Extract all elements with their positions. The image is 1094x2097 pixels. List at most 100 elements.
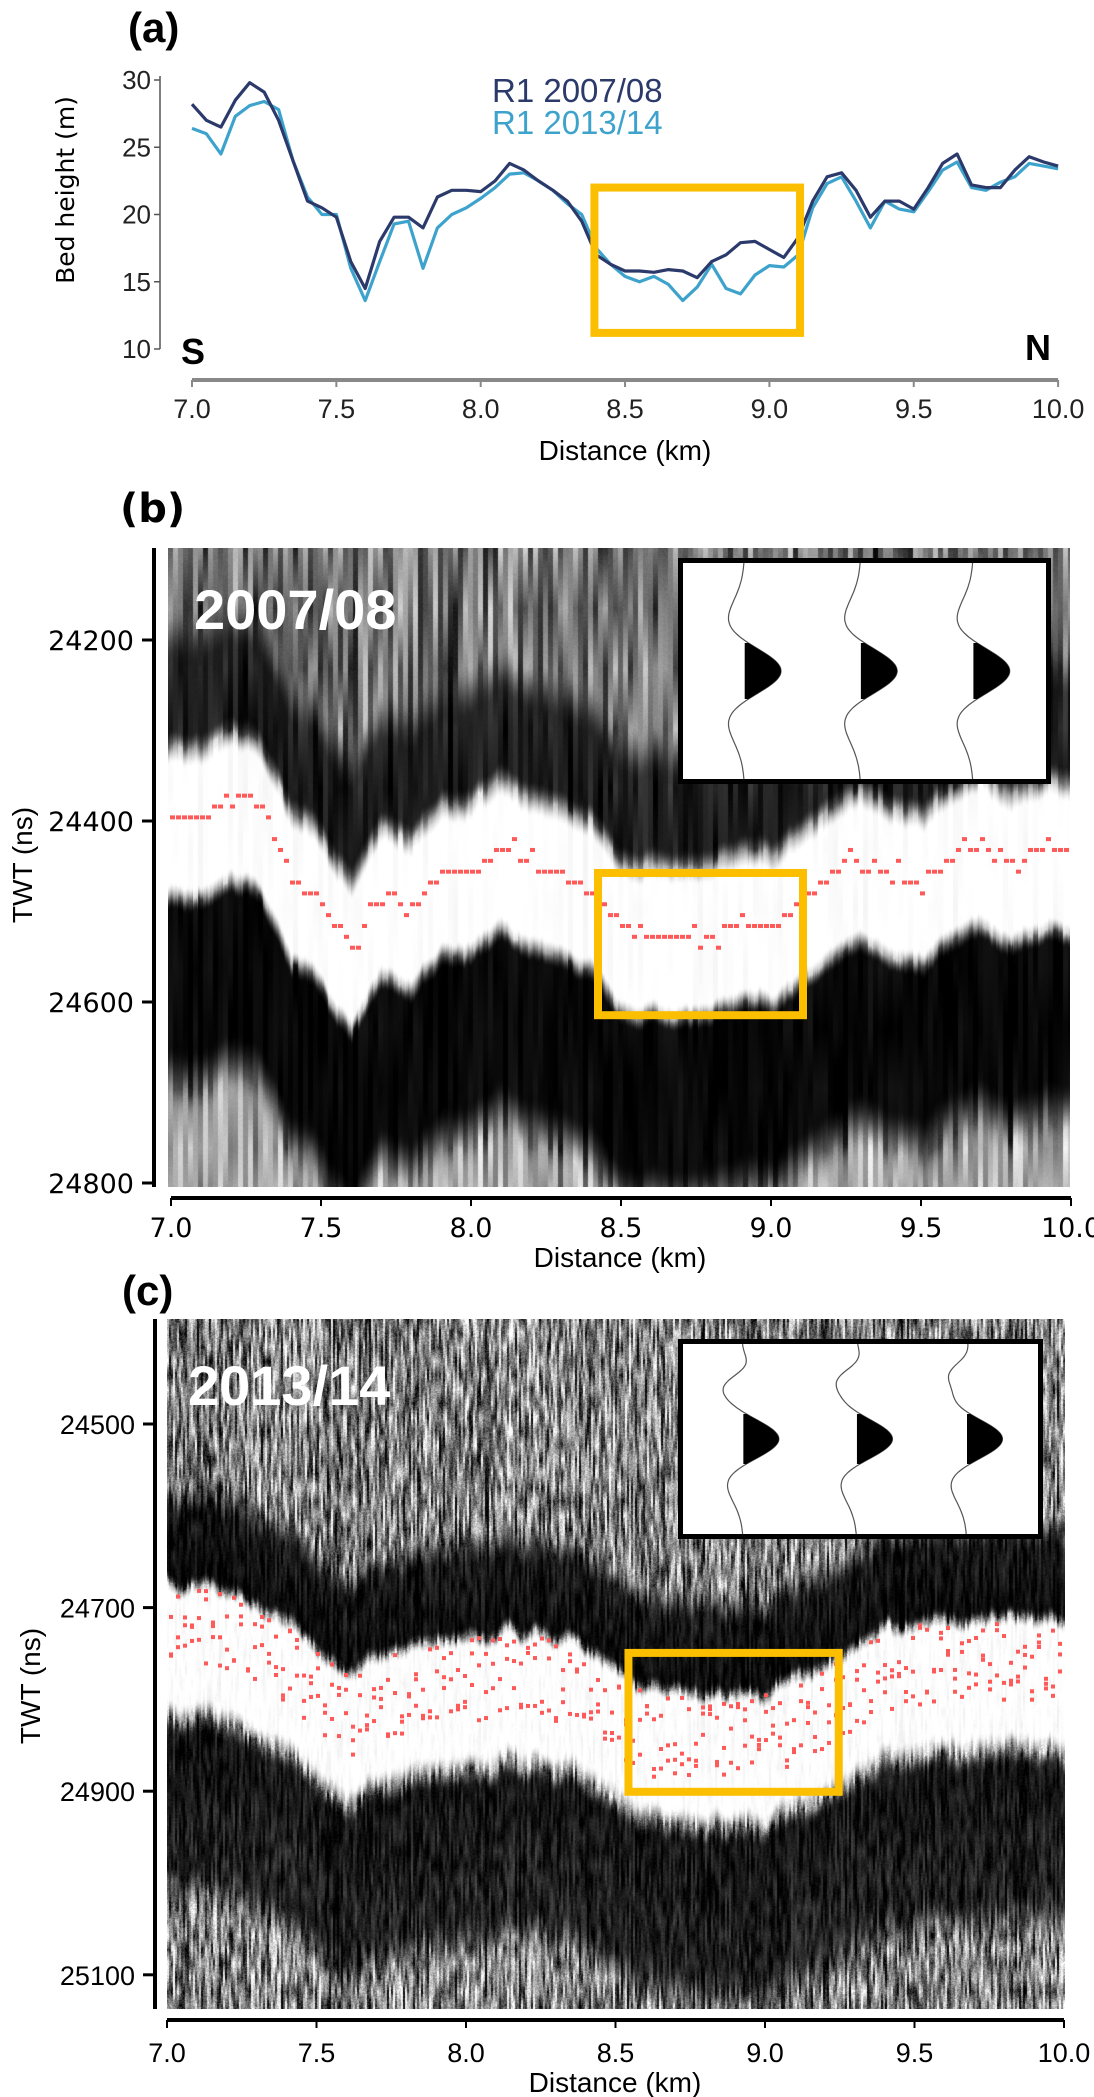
pick-marker xyxy=(350,945,355,950)
pick-marker xyxy=(267,1660,271,1665)
pick-marker xyxy=(827,1720,831,1725)
pick-marker xyxy=(236,793,241,798)
pick-marker xyxy=(428,1647,432,1652)
pick-marker xyxy=(590,891,595,896)
pick-marker xyxy=(968,847,973,852)
pick-marker xyxy=(974,847,979,852)
y-tick-label-c: 24500 xyxy=(60,1410,135,1440)
pick-marker xyxy=(1037,1633,1041,1638)
pick-marker xyxy=(421,1716,425,1721)
pick-marker xyxy=(488,858,493,863)
pick-marker xyxy=(1028,847,1033,852)
pick-marker xyxy=(267,1651,271,1656)
pick-marker xyxy=(1051,1684,1055,1689)
pick-marker xyxy=(218,1663,222,1668)
pick-marker xyxy=(662,934,667,939)
pick-marker xyxy=(757,1737,761,1742)
pick-marker xyxy=(820,1747,824,1752)
pick-marker xyxy=(197,1616,201,1621)
pick-marker xyxy=(435,1715,439,1720)
pick-marker xyxy=(260,1643,264,1648)
pick-marker xyxy=(869,1710,873,1715)
pick-marker xyxy=(584,891,589,896)
pick-marker xyxy=(614,913,619,918)
waveform-positive-lobe xyxy=(967,1414,1003,1464)
pick-marker xyxy=(771,1723,775,1728)
pick-marker xyxy=(542,869,547,874)
pick-marker xyxy=(239,1622,243,1627)
pick-marker xyxy=(1022,858,1027,863)
pick-marker xyxy=(1058,1669,1062,1674)
pick-marker xyxy=(526,1650,530,1655)
pick-marker xyxy=(967,1685,971,1690)
pick-marker xyxy=(561,1687,565,1692)
pick-marker xyxy=(400,1731,404,1736)
pick-marker xyxy=(953,1667,957,1672)
panel-c-plot: 24500 24700 24900 25100 7.0 7.5 8.0 8.5 9.0 9.5 10… xyxy=(60,1319,1090,2068)
pick-marker xyxy=(410,902,415,907)
pick-marker xyxy=(476,869,481,874)
y-tick-label-b: 24800 xyxy=(48,1169,134,1200)
pick-marker xyxy=(365,1727,369,1732)
pick-marker xyxy=(442,1656,446,1661)
pick-marker xyxy=(372,1719,376,1724)
pick-marker xyxy=(434,880,439,885)
pick-marker xyxy=(540,1636,544,1641)
pick-marker xyxy=(638,1688,642,1693)
pick-marker xyxy=(188,815,193,820)
pick-marker xyxy=(400,1714,404,1719)
pick-marker xyxy=(659,1766,663,1771)
pick-marker xyxy=(610,1737,614,1742)
pick-marker xyxy=(953,1689,957,1694)
pick-marker xyxy=(407,1694,411,1699)
pick-marker xyxy=(1030,1689,1034,1694)
year-label-2013-14: 2013/14 xyxy=(188,1354,391,1417)
pick-marker xyxy=(332,923,337,928)
pick-marker xyxy=(442,1675,446,1680)
pick-marker xyxy=(568,1652,572,1657)
pick-marker xyxy=(722,1772,726,1777)
pick-marker xyxy=(734,923,739,928)
x-tick-label-c: 8.0 xyxy=(447,2038,485,2068)
pick-marker xyxy=(897,1660,901,1665)
pick-marker xyxy=(883,1676,887,1681)
y-axis-title-b: TWT (ns) xyxy=(7,807,38,923)
legend-2013-14: R1 2013/14 xyxy=(492,104,663,141)
pick-marker xyxy=(194,815,199,820)
pick-marker xyxy=(218,804,223,809)
pick-marker xyxy=(603,1688,607,1693)
pick-marker xyxy=(281,1697,285,1702)
pick-marker xyxy=(596,1677,600,1682)
pick-marker xyxy=(170,815,175,820)
pick-marker xyxy=(344,1711,348,1716)
pick-marker xyxy=(944,858,949,863)
pick-marker xyxy=(295,1637,299,1642)
x-tick-label-b: 10.0 xyxy=(1041,1213,1094,1244)
pick-marker xyxy=(309,1681,313,1686)
pick-marker xyxy=(356,945,361,950)
pick-marker xyxy=(908,880,913,885)
pick-marker xyxy=(617,1735,621,1740)
pick-marker xyxy=(862,1663,866,1668)
pick-marker xyxy=(470,1638,474,1643)
pick-marker xyxy=(267,1618,271,1623)
pick-marker xyxy=(449,1677,453,1682)
pick-marker xyxy=(414,1672,418,1677)
pick-marker xyxy=(596,1709,600,1714)
pick-marker xyxy=(253,1622,257,1627)
x-tick-label-c: 8.5 xyxy=(597,2038,635,2068)
pick-marker xyxy=(1058,1641,1062,1646)
pick-marker xyxy=(274,1665,278,1670)
pick-marker xyxy=(631,1738,635,1743)
pick-marker xyxy=(1002,1680,1006,1685)
pick-marker xyxy=(988,1687,992,1692)
pick-marker xyxy=(728,923,733,928)
pick-marker xyxy=(505,1706,509,1711)
waveform-positive-lobe xyxy=(856,1414,893,1464)
pick-marker xyxy=(554,869,559,874)
pick-marker xyxy=(316,1651,320,1656)
pick-marker xyxy=(404,913,409,918)
south-label: S xyxy=(181,331,205,372)
pick-marker xyxy=(926,869,931,874)
pick-marker xyxy=(330,1662,334,1667)
